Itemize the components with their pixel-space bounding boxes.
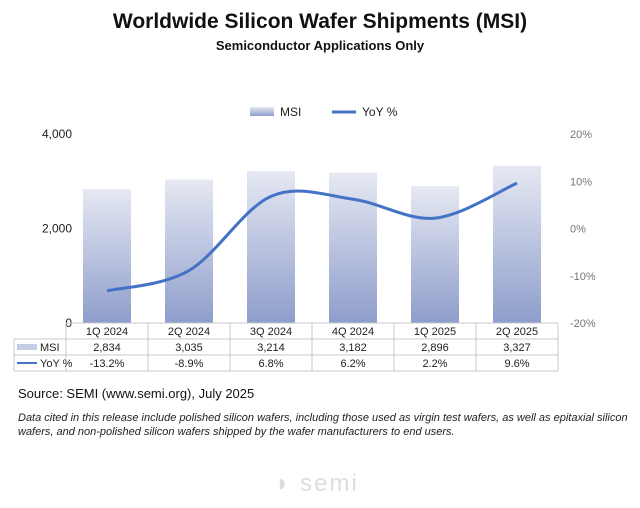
category-label: 3Q 2024	[250, 326, 292, 338]
logo-text: semi	[300, 470, 359, 497]
bar-msi	[411, 186, 459, 323]
table-cell-msi: 3,214	[257, 342, 285, 354]
legend-label-yoy: YoY %	[362, 105, 398, 119]
table-row-label-yoy: YoY %	[40, 358, 73, 370]
chart-title: Worldwide Silicon Wafer Shipments (MSI)	[112, 10, 528, 33]
category-label: 4Q 2024	[332, 326, 374, 338]
bar-msi	[247, 171, 295, 323]
table-cell-yoy: 2.2%	[422, 358, 447, 370]
table-key-msi	[17, 344, 37, 350]
table-cell-msi: 2,896	[421, 342, 449, 354]
right-axis-tick: 20%	[570, 129, 592, 141]
table-cell-yoy: 6.2%	[340, 358, 365, 370]
left-axis-tick: 4,000	[42, 127, 72, 141]
chart-subtitle: Semiconductor Applications Only	[215, 38, 425, 53]
table-row-label-msi: MSI	[40, 342, 60, 354]
semi-logo: ◗ semi	[275, 470, 359, 497]
table-cell-msi: 3,035	[175, 342, 203, 354]
bar-msi	[83, 189, 131, 323]
table-cell-yoy: -13.2%	[90, 358, 125, 370]
table-cell-yoy: 9.6%	[504, 358, 529, 370]
right-axis-tick: 0%	[570, 224, 586, 236]
table-cell-msi: 3,327	[503, 342, 531, 354]
bar-msi	[493, 165, 541, 323]
table-cell-yoy: -8.9%	[175, 358, 204, 370]
right-axis-tick: 10%	[570, 176, 592, 188]
left-axis-tick: 2,000	[42, 222, 72, 236]
table-cell-msi: 3,182	[339, 342, 367, 354]
legend-label-msi: MSI	[280, 105, 301, 119]
category-label: 2Q 2025	[496, 326, 538, 338]
source-text: Source: SEMI (www.semi.org), July 2025	[18, 386, 255, 401]
table-cell-yoy: 6.8%	[258, 358, 283, 370]
category-label: 2Q 2024	[168, 326, 210, 338]
category-label: 1Q 2024	[86, 326, 128, 338]
right-axis-tick: -20%	[570, 318, 596, 330]
table-cell-msi: 2,834	[93, 342, 121, 354]
category-label: 1Q 2025	[414, 326, 456, 338]
footnote: Data cited in this release include polis…	[18, 412, 628, 438]
right-axis-tick: -10%	[570, 271, 596, 283]
bar-msi	[165, 179, 213, 323]
yoy-line	[106, 181, 518, 293]
legend-swatch-msi	[250, 107, 274, 116]
